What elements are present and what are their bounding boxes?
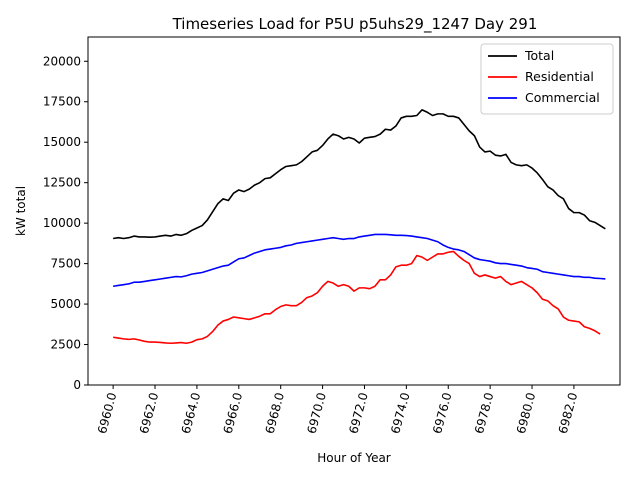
y-tick-label: 5000 bbox=[50, 297, 81, 311]
legend-box bbox=[480, 43, 614, 115]
legend-label-commercial: Commercial bbox=[525, 90, 600, 105]
y-tick-label: 0 bbox=[73, 378, 81, 392]
plot-area bbox=[87, 36, 621, 386]
series-line-residential bbox=[113, 250, 601, 345]
series-layer bbox=[113, 109, 606, 345]
y-axis-label: kW total bbox=[14, 186, 28, 236]
legend-label-residential: Residential bbox=[525, 69, 594, 84]
y-tick-label: 7500 bbox=[50, 257, 81, 271]
y-tick-label: 2500 bbox=[50, 338, 81, 352]
y-tick-label: 20000 bbox=[43, 54, 81, 68]
series-line-commercial bbox=[113, 233, 606, 288]
y-tick-label: 15000 bbox=[43, 135, 81, 149]
y-axis-ticks: 0 2500 5000 7500 10000 12500 15000 17500 20000 bbox=[43, 54, 88, 392]
legend-label-total: Total bbox=[524, 48, 554, 63]
x-axis-label: Hour of Year bbox=[317, 451, 391, 465]
chart-title: Timeseries Load for P5U p5uhs29_1247 Day… bbox=[172, 15, 538, 34]
axes-frame bbox=[87, 36, 621, 386]
y-tick-label: 17500 bbox=[43, 95, 81, 109]
y-tick-label: 12500 bbox=[43, 176, 81, 190]
series-line-total bbox=[113, 109, 606, 240]
y-tick-label: 10000 bbox=[43, 216, 81, 230]
legend: Total Residential Commercial bbox=[480, 43, 614, 115]
